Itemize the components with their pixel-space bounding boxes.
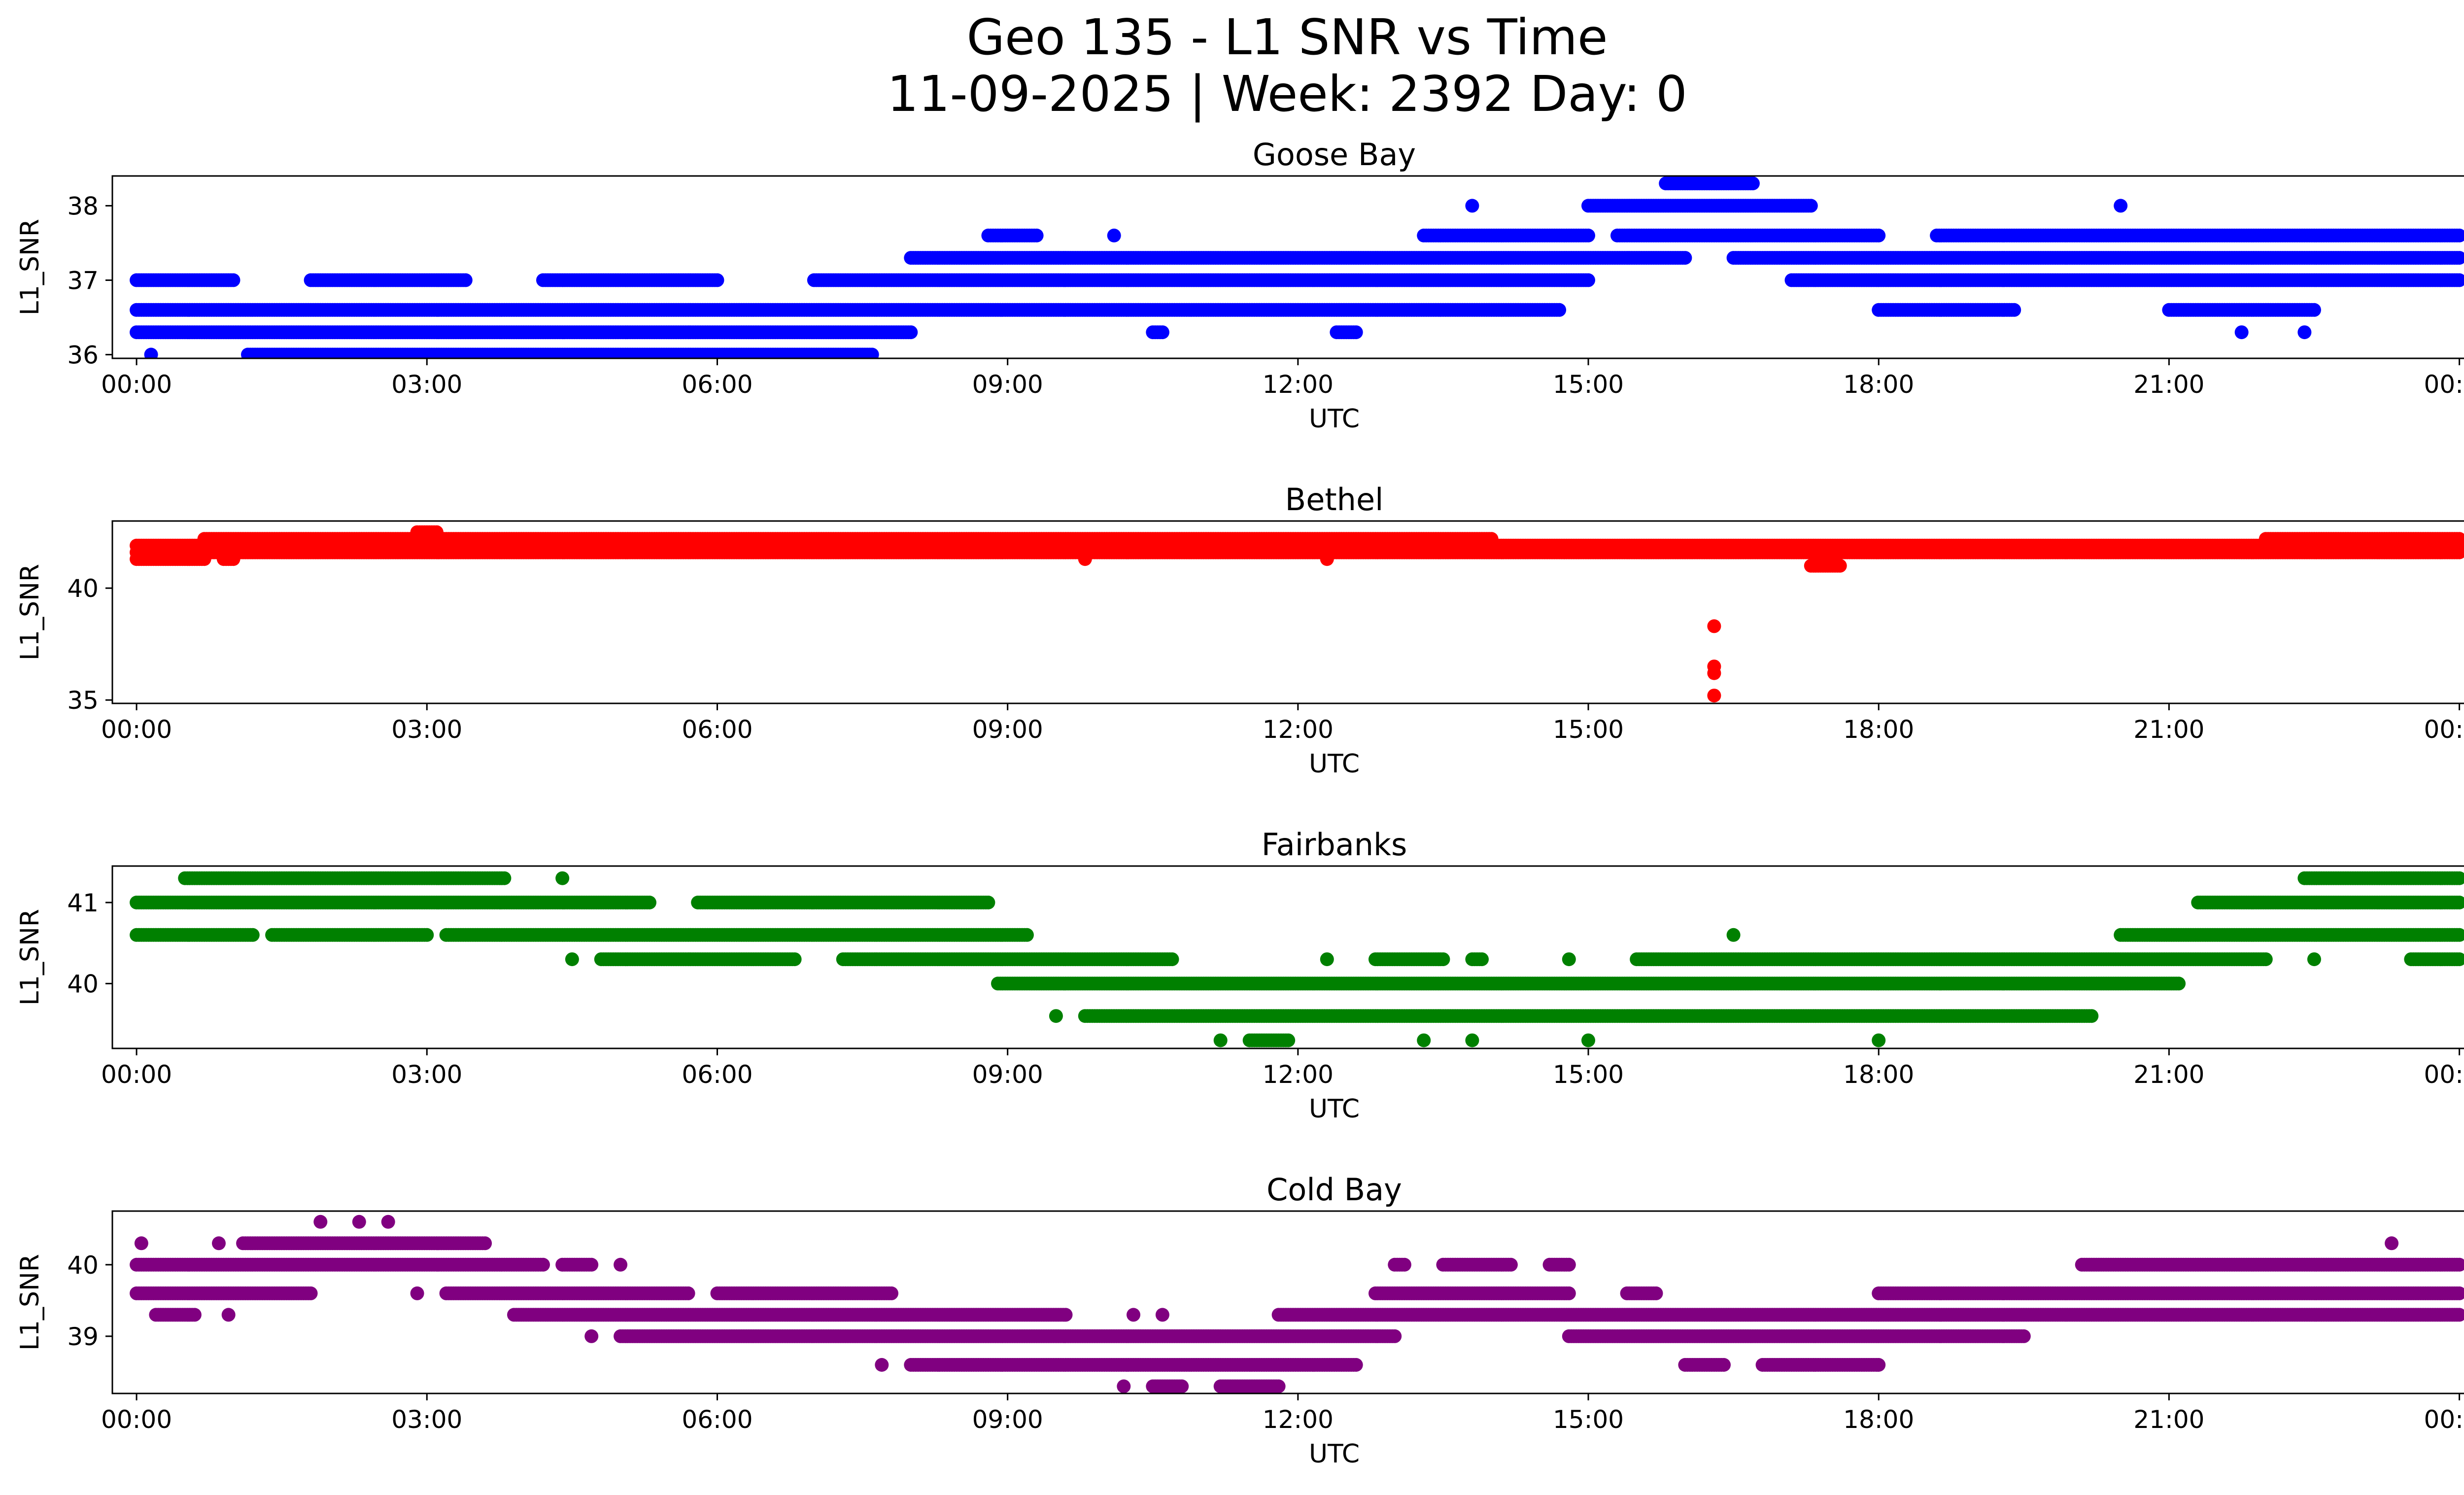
subplot-title: Goose Bay	[1253, 137, 1416, 173]
x-tick-label: 09:00	[972, 370, 1043, 399]
panel-goose-bay: Goose Bay 00:00 03:00 06:00 09:00 12:00 15:00 1…	[15, 137, 2464, 434]
data-point	[2234, 325, 2249, 340]
y-tick-label: 36	[67, 341, 99, 369]
data-point	[1581, 228, 1595, 243]
x-tick-label: 15:00	[1553, 370, 1624, 399]
data-point	[458, 273, 473, 287]
data-point	[710, 273, 724, 287]
x-tick-label: 12:00	[1263, 370, 1334, 399]
figure-title-line2: 11-09-2025 | Week: 2392 Day: 0	[887, 65, 1687, 123]
data-point	[2307, 303, 2321, 317]
data-point	[144, 348, 158, 358]
data-point	[904, 325, 918, 340]
data-point	[1804, 199, 1818, 213]
data-point	[1349, 325, 1363, 340]
data-point	[1552, 303, 1567, 317]
data-point	[1465, 199, 1479, 213]
data-point	[2007, 303, 2021, 317]
x-tick-label: 00:00	[2424, 370, 2464, 399]
figure-title-line1: Geo 135 - L1 SNR vs Time	[967, 8, 1608, 66]
y-axis-label: L1_SNR	[15, 219, 45, 315]
x-tick-label: 03:00	[391, 370, 462, 399]
data-point	[865, 348, 879, 358]
y-tick-label: 38	[67, 192, 99, 220]
data-point	[1155, 325, 1169, 340]
data-point	[2452, 251, 2464, 265]
subplot-title: Bethel	[1285, 482, 1384, 518]
x-axis-label: UTC	[1309, 404, 1360, 434]
scatter-points	[130, 176, 2464, 358]
scatter-points	[130, 525, 2464, 703]
data-point	[1745, 176, 1760, 191]
x-tick-label: 21:00	[2133, 370, 2204, 399]
x-tick-label: 18:00	[1843, 370, 1914, 399]
axes-frame	[111, 175, 2464, 359]
data-point	[1107, 228, 1121, 243]
data-point	[1872, 228, 1886, 243]
data-point	[2452, 228, 2464, 243]
y-tick-label: 37	[67, 266, 99, 295]
data-point	[1581, 273, 1595, 287]
data-point	[2297, 325, 2312, 340]
data-point	[1678, 251, 1692, 265]
data-point	[1029, 228, 1044, 243]
data-point	[2114, 199, 2128, 213]
x-tick-label: 06:00	[682, 370, 753, 399]
data-point	[226, 273, 240, 287]
data-point	[2452, 273, 2464, 287]
x-tick-label: 00:00	[101, 370, 172, 399]
